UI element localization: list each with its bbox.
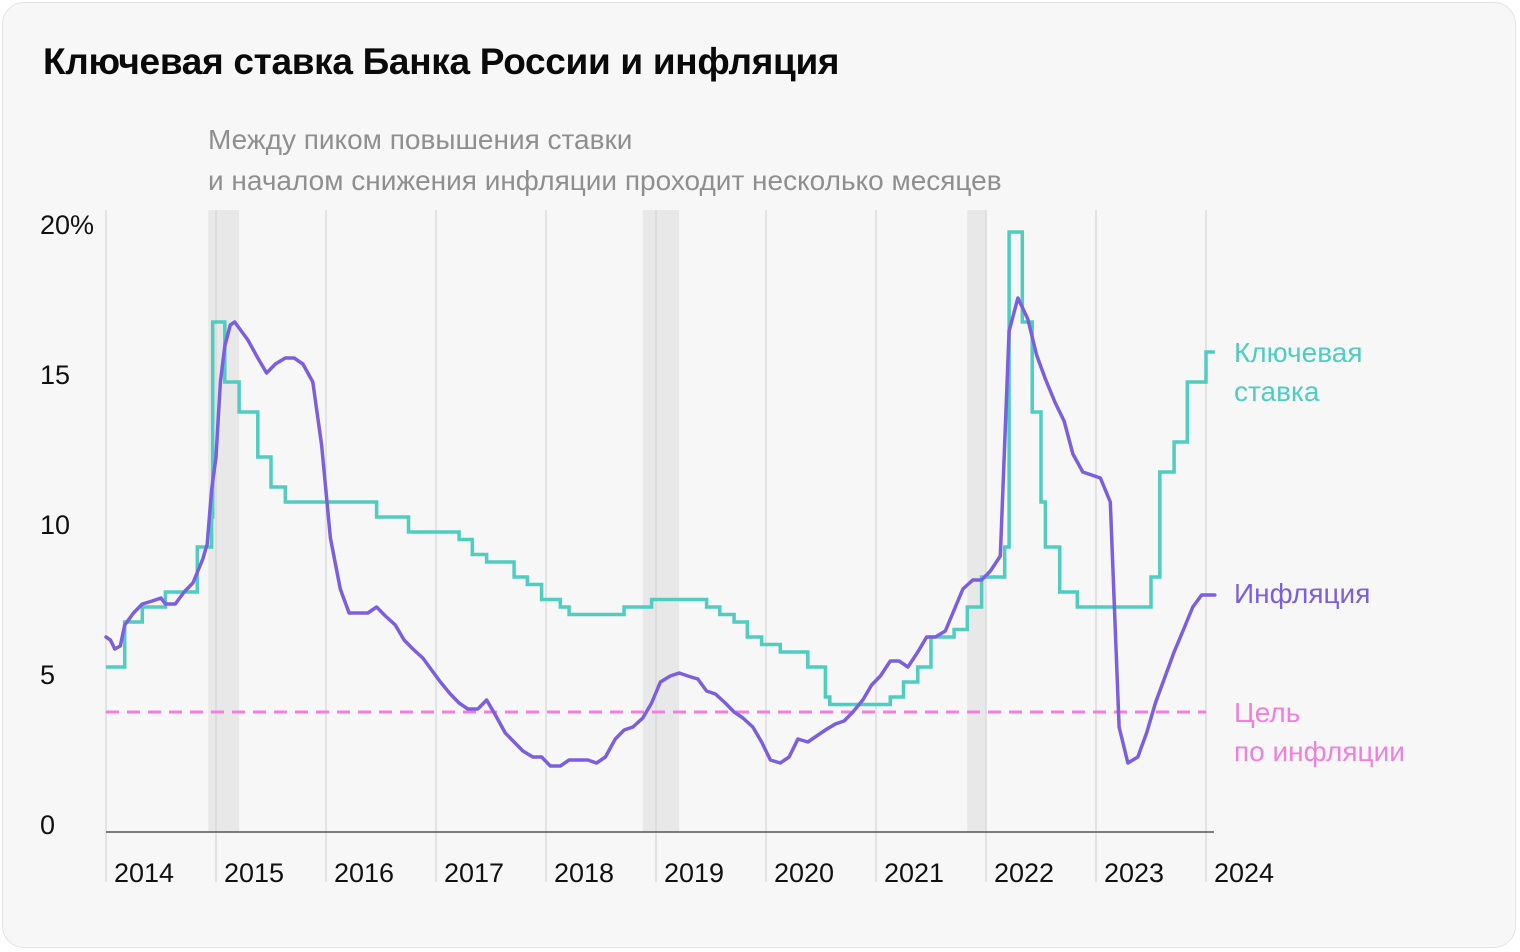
x-tick-label-2014: 2014 — [114, 858, 174, 888]
x-tick-label-2015: 2015 — [224, 858, 284, 888]
x-tick-label-2019: 2019 — [664, 858, 724, 888]
target-label-line-2: по инфляции — [1234, 736, 1405, 767]
y-tick-label-1: 15 — [40, 360, 70, 390]
y-tick-label-3: 5 — [40, 660, 55, 690]
x-tick-label-2022: 2022 — [994, 858, 1054, 888]
series-label-key-rate-line-2: ставка — [1234, 376, 1320, 407]
highlight-band-3 — [967, 210, 986, 832]
series-line-inflation — [104, 296, 1217, 768]
annotation-line-1: Между пиком повышения ставки — [208, 124, 632, 155]
y-tick-label-0: 20% — [40, 210, 94, 240]
annotation-line-2: и началом снижения инфляции проходит нес… — [208, 165, 1002, 196]
series-label-inflation: Инфляция — [1234, 578, 1370, 609]
x-tick-label-2016: 2016 — [334, 858, 394, 888]
y-tick-label-4: 0 — [40, 810, 55, 840]
x-tick-label-2024: 2024 — [1214, 858, 1274, 888]
series-line-key-rate — [106, 230, 1215, 707]
chart-title: Ключевая ставка Банка России и инфляция — [43, 41, 840, 82]
highlight-band-1 — [208, 210, 240, 832]
y-tick-label-2: 10 — [40, 510, 70, 540]
x-tick-label-2023: 2023 — [1104, 858, 1164, 888]
highlight-bands — [208, 210, 986, 832]
vertical-gridlines — [105, 210, 1207, 882]
target-label-line-1: Цель — [1234, 697, 1300, 728]
x-tick-label-2017: 2017 — [444, 858, 504, 888]
series-label-key-rate-line-1: Ключевая — [1234, 337, 1363, 368]
x-tick-label-2018: 2018 — [554, 858, 614, 888]
x-tick-label-2020: 2020 — [774, 858, 834, 888]
x-tick-label-2021: 2021 — [884, 858, 944, 888]
x-axis-ticks: 2014 2015 2016 2017 2018 2019 2020 2021 2022 2023… — [114, 858, 1274, 888]
y-axis-ticks: 20% 15 10 5 0 — [40, 210, 94, 840]
highlight-band-2 — [642, 210, 680, 832]
